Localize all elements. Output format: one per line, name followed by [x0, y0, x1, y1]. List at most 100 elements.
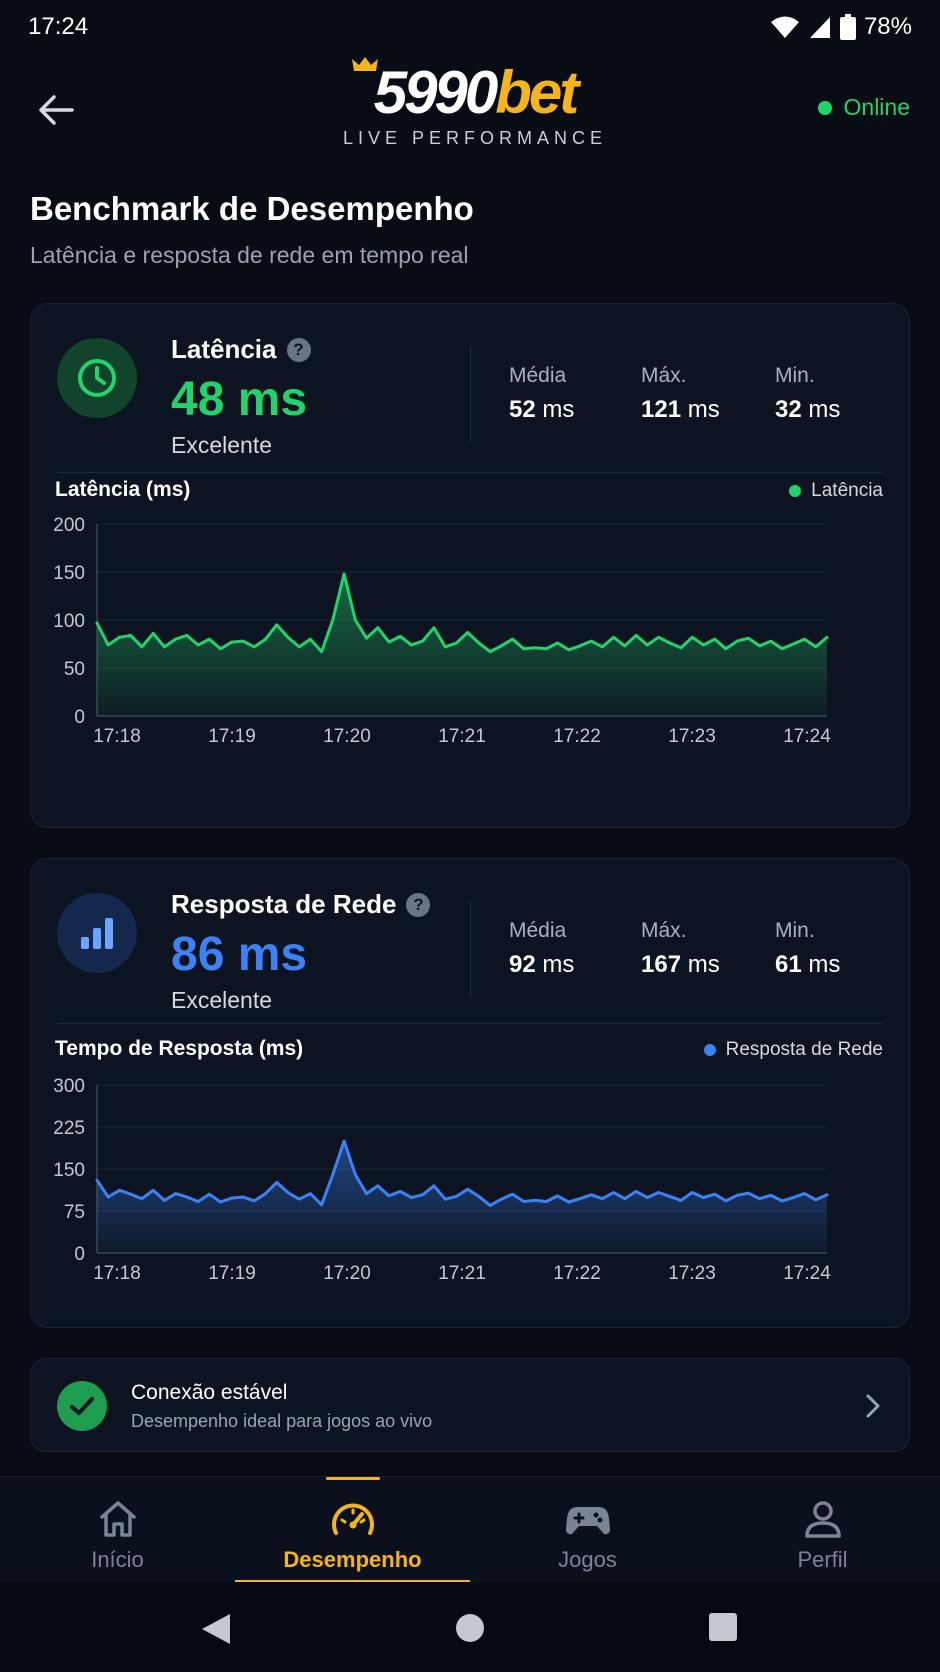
x-tick-label: 17:23 [668, 726, 716, 747]
nav-item-inicio[interactable]: Início [0, 1477, 235, 1583]
status-subtitle: Desempenho ideal para jogos ao vivo [131, 1411, 433, 1431]
help-icon[interactable]: ? [406, 892, 431, 917]
latency-value: 48 ms [171, 373, 308, 426]
nav-active-indicator [326, 1477, 380, 1480]
y-tick-label: 150 [53, 1160, 85, 1181]
stat-value: 52 ms [509, 396, 575, 423]
legend-dot-icon [703, 1044, 716, 1056]
latency-card: Latência ? 48 ms Excelente Média 52 ms M… [30, 303, 910, 828]
user-icon [804, 1501, 841, 1538]
x-tick-label: 17:24 [783, 1263, 831, 1284]
system-recents-icon[interactable] [708, 1612, 738, 1642]
nav-label: Início [91, 1547, 144, 1572]
response-stat-min: Min. 61 ms [775, 919, 840, 979]
page-title: Benchmark de Desempenho [30, 190, 474, 227]
stat-label: Máx. [641, 919, 687, 942]
stat-label: Média [509, 919, 567, 942]
nav-item-perfil[interactable]: Perfil [705, 1477, 940, 1583]
latency-label: Latência ? [171, 334, 311, 365]
online-dot-icon [817, 100, 832, 115]
latency-chart: 0 50 100 150 200 17:18 17:19 17:20 17:21 17:22 17:… [53, 515, 831, 747]
stat-value: 167 ms [641, 951, 720, 978]
brand-logo: 5990bet LIVE PERFORMANCE [340, 54, 610, 154]
y-tick-label: 300 [53, 1076, 85, 1097]
y-tick-label: 0 [74, 707, 85, 728]
online-status: Online [817, 94, 910, 121]
x-tick-label: 17:18 [93, 726, 141, 747]
x-tick-label: 17:19 [208, 726, 256, 747]
legend-label: Latência [811, 480, 883, 501]
response-label: Resposta de Rede ? [171, 889, 431, 920]
response-quality: Excelente [171, 987, 273, 1013]
latency-icon-badge [57, 338, 137, 418]
arrow-left-icon [39, 95, 74, 125]
logo-number: 5990 [373, 59, 498, 126]
system-nav-bar [0, 1582, 940, 1672]
divider [470, 901, 471, 997]
logo-subtitle: LIVE PERFORMANCE [342, 128, 608, 148]
x-tick-label: 17:21 [438, 726, 486, 747]
system-back-icon[interactable] [200, 1612, 232, 1646]
nav-label: Jogos [558, 1547, 617, 1572]
latency-stat-min: Min. 32 ms [775, 364, 840, 424]
x-tick-label: 17:21 [438, 1263, 486, 1284]
status-bar: 17:24 78% [0, 0, 940, 54]
status-time: 17:24 [28, 13, 89, 40]
y-tick-label: 50 [64, 659, 85, 680]
y-tick-label: 225 [53, 1118, 85, 1139]
y-tick-label: 150 [53, 563, 85, 584]
latency-label-text: Latência [171, 334, 277, 364]
card-divider [57, 472, 883, 473]
latency-stat-avg: Média 52 ms [509, 364, 574, 424]
latency-chart-legend: Latência [789, 480, 883, 502]
nav-label: Desempenho [283, 1547, 422, 1572]
home-icon [99, 1501, 136, 1537]
x-tick-label: 17:20 [323, 726, 371, 747]
battery-icon [839, 14, 856, 40]
legend-dot-icon [789, 485, 802, 497]
speedometer-icon [331, 1503, 374, 1535]
stat-label: Min. [775, 919, 815, 942]
y-tick-label: 75 [64, 1202, 85, 1223]
stat-value: 92 ms [509, 951, 575, 978]
x-tick-label: 17:20 [323, 1263, 371, 1284]
logo-brand: bet [495, 59, 579, 126]
nav-item-desempenho[interactable]: Desempenho [235, 1477, 470, 1583]
latency-quality: Excelente [171, 432, 273, 458]
connection-status-card[interactable]: Conexão estável Desempenho ideal para jo… [30, 1358, 910, 1452]
response-stat-avg: Média 92 ms [509, 919, 574, 979]
signal-icon [809, 17, 830, 38]
nav-active-underline [235, 1580, 470, 1583]
latency-stat-max: Máx. 121 ms [641, 364, 720, 424]
online-label: Online [843, 94, 910, 120]
x-tick-label: 17:18 [93, 1263, 141, 1284]
stat-label: Máx. [641, 364, 687, 387]
clock-icon [78, 359, 116, 397]
divider [470, 346, 471, 442]
y-tick-label: 200 [53, 515, 85, 536]
response-icon-badge [57, 893, 137, 973]
response-card: Resposta de Rede ? 86 ms Excelente Média… [30, 858, 910, 1328]
x-tick-label: 17:24 [783, 726, 831, 747]
back-button[interactable] [36, 92, 76, 128]
crown-icon [352, 57, 378, 71]
x-tick-label: 17:19 [208, 1263, 256, 1284]
nav-item-jogos[interactable]: Jogos [470, 1477, 705, 1583]
stat-label: Média [509, 364, 567, 387]
stat-label: Min. [775, 364, 815, 387]
x-tick-label: 17:22 [553, 1263, 601, 1284]
wifi-icon [770, 16, 799, 38]
page-subtitle: Latência e resposta de rede em tempo rea… [30, 242, 469, 268]
status-icons: 78% [770, 13, 912, 41]
gamepad-icon [565, 1507, 610, 1535]
system-home-icon[interactable] [454, 1612, 486, 1644]
check-icon [57, 1381, 107, 1431]
bottom-nav: Início Desempenho Jogos Perfil [0, 1476, 940, 1583]
status-title: Conexão estável [131, 1381, 288, 1404]
stat-value: 121 ms [641, 396, 720, 423]
response-chart-title: Tempo de Resposta (ms) [55, 1037, 304, 1060]
latency-chart-title: Latência (ms) [55, 478, 191, 501]
help-icon[interactable]: ? [286, 337, 311, 362]
bar-chart-icon [81, 918, 113, 949]
response-label-text: Resposta de Rede [171, 889, 397, 919]
